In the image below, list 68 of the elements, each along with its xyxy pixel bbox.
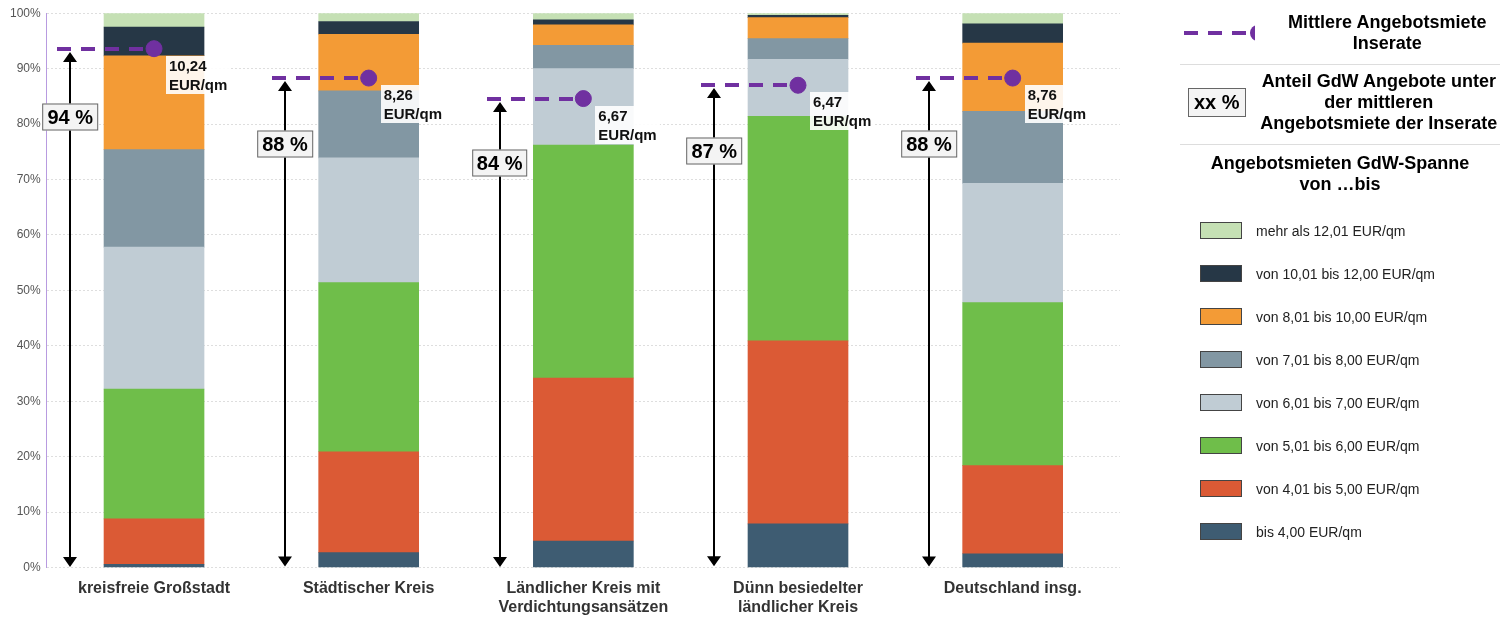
bar <box>103 13 205 28</box>
annotation: 84 % <box>471 149 528 177</box>
bar <box>962 23 1063 44</box>
text: Anteil GdW Angebote unter der mittleren Angebotsmiete der Inserate <box>1259 71 1499 134</box>
bar <box>533 540 634 568</box>
x-tick-label: Städtischer Kreis <box>302 578 435 596</box>
y-tick-label: 50% <box>16 282 42 297</box>
legend-label: mehr als 12,01 EUR/qm <box>1256 222 1406 239</box>
legend-label: von 6,01 bis 7,00 EUR/qm <box>1256 394 1420 411</box>
bar <box>962 465 1063 555</box>
bar <box>747 17 849 40</box>
bar <box>533 144 634 379</box>
x-tick-label: Ländlicher Kreis mit Verdichtungsansätzen <box>498 578 669 615</box>
point <box>1004 69 1022 87</box>
bar <box>533 377 634 542</box>
y-tick-label: 60% <box>16 227 42 242</box>
annotation: 87 % <box>686 137 743 165</box>
annotation: 88 % <box>257 130 313 158</box>
annotation: 6,67 EUR/qm <box>598 105 657 144</box>
bar <box>318 282 420 453</box>
annotation: 8,26 EUR/qm <box>383 85 443 124</box>
bar <box>103 518 205 565</box>
bar <box>533 45 634 69</box>
bar <box>318 552 420 568</box>
annotation: 10,24 EUR/qm <box>169 55 228 94</box>
bar <box>747 38 849 60</box>
y-tick-label: 20% <box>16 449 42 464</box>
point <box>574 90 592 108</box>
point <box>789 76 807 94</box>
bar <box>103 388 205 520</box>
legend-label: bis 4,00 EUR/qm <box>1256 523 1362 540</box>
bar <box>533 24 634 46</box>
y-tick-label: 30% <box>16 393 42 408</box>
annotation: 6,47 EUR/qm <box>813 92 872 131</box>
bar <box>318 21 420 35</box>
legend-label: von 5,01 bis 6,00 EUR/qm <box>1256 437 1420 454</box>
bar <box>318 451 420 553</box>
annotation: 88 % <box>901 130 957 158</box>
annotation: 8,76 EUR/qm <box>1027 85 1086 124</box>
x-tick-label: Deutschland insg. <box>943 578 1082 596</box>
legend-title: Angebotsmieten GdW-Spanne von …bis <box>1210 153 1470 195</box>
bar <box>962 183 1063 303</box>
legend-label: von 10,01 bis 12,00 EUR/qm <box>1256 265 1435 282</box>
bar <box>103 246 205 390</box>
legend-label: von 8,01 bis 10,00 EUR/qm <box>1256 308 1428 325</box>
point <box>145 40 163 58</box>
y-tick-label: 70% <box>16 171 42 186</box>
y-tick-label: 0% <box>23 559 42 574</box>
bar <box>962 302 1063 466</box>
bar <box>318 157 420 283</box>
y-tick-label: 100% <box>9 5 42 20</box>
x-tick-label: kreisfreie Großstadt <box>77 578 231 596</box>
y-tick-label: 90% <box>16 60 42 75</box>
bar <box>747 340 849 525</box>
legend-label: Mittlere Angebotsmiete Inserate <box>1287 12 1488 54</box>
y-tick-label: 80% <box>16 116 42 131</box>
legend-label: von 7,01 bis 8,00 EUR/qm <box>1256 351 1420 368</box>
bar <box>103 149 205 248</box>
legend-label: von 4,01 bis 5,00 EUR/qm <box>1256 480 1420 497</box>
bar <box>747 523 849 568</box>
y-tick-label: 40% <box>16 338 42 353</box>
bar <box>318 33 420 92</box>
x-tick-label: Dünn besiedelter ländlicher Kreis <box>733 578 863 615</box>
bar <box>962 553 1063 568</box>
text: xx % <box>1188 88 1246 117</box>
point <box>360 69 378 87</box>
y-tick-label: 10% <box>16 504 42 519</box>
annotation: 94 % <box>42 103 99 131</box>
